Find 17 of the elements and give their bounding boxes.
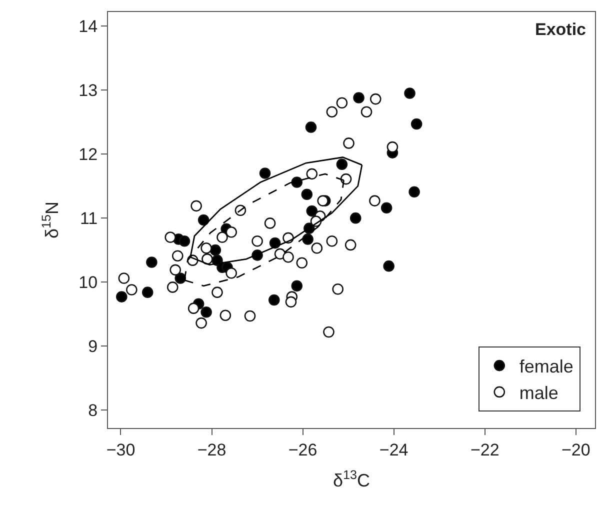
x-tick-label: −26 (288, 440, 318, 460)
x-axis-title: δ$^{13}$C (332, 468, 370, 490)
x-tick-label: −20 (561, 440, 590, 460)
x-tick-label: −28 (197, 440, 226, 460)
legend-label: male (519, 382, 558, 403)
y-tick-label: 11 (80, 209, 98, 228)
y-tick-label: 13 (78, 81, 98, 100)
x-tick-label: −22 (470, 440, 500, 460)
text: Exotic (535, 20, 586, 39)
y-tick-label: 12 (78, 145, 98, 164)
y-tick-label: 8 (88, 401, 98, 420)
y-tick-label: 14 (78, 17, 98, 36)
y-tick-label: 9 (88, 337, 98, 356)
x-tick-label: −30 (106, 440, 136, 460)
x-tick-label: −24 (379, 440, 408, 460)
y-tick-label: 10 (78, 273, 98, 292)
legend-label: female (519, 356, 574, 377)
